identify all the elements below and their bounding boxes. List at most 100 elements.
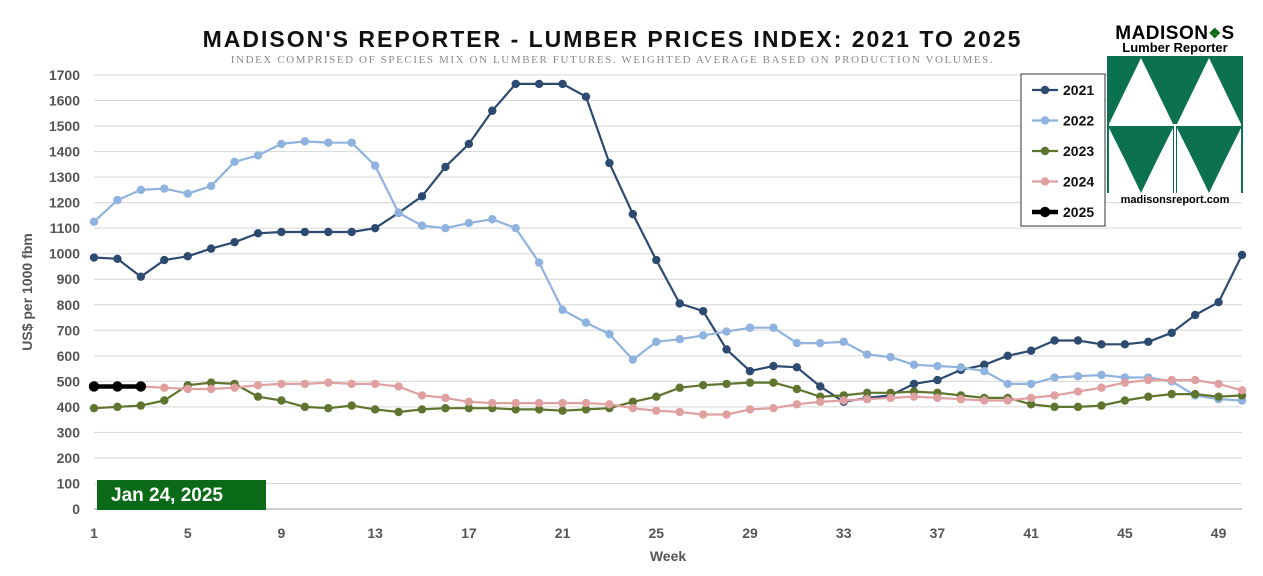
data-point-2023 (417, 405, 427, 414)
x-axis-label: Week (650, 548, 687, 564)
data-point-2023 (581, 405, 591, 414)
data-point-2023 (1190, 389, 1200, 399)
data-point-2024 (230, 383, 239, 392)
data-point-2022 (628, 355, 638, 364)
data-point-2022 (886, 352, 895, 362)
data-point-2022 (652, 337, 661, 346)
data-point-2023 (206, 378, 216, 387)
data-point-2024 (839, 396, 848, 405)
data-point-2022 (534, 258, 544, 267)
data-point-2024 (160, 383, 169, 392)
y-tick-label: 400 (57, 399, 81, 415)
data-point-2024 (206, 384, 216, 394)
data-point-2024 (605, 400, 614, 409)
data-point-2023 (1167, 389, 1176, 399)
data-point-2024 (792, 400, 802, 409)
data-point-2021 (1026, 346, 1036, 355)
data-point-2023 (464, 403, 474, 413)
logo-name-part1: MADISON (1115, 23, 1209, 44)
data-point-2021 (1097, 340, 1106, 349)
data-point-2023 (652, 392, 661, 401)
data-point-2021 (1073, 336, 1083, 345)
data-point-2021 (464, 139, 474, 149)
data-point-2023 (769, 378, 778, 387)
data-point-2024 (1237, 386, 1247, 395)
data-point-2023 (277, 396, 286, 405)
data-point-2022 (464, 218, 474, 228)
data-point-2024 (1073, 387, 1083, 396)
data-point-2024 (628, 403, 638, 413)
x-tick-label: 33 (836, 525, 852, 541)
data-point-2024 (1097, 383, 1106, 392)
data-point-2022 (698, 331, 708, 340)
data-point-2024 (745, 405, 755, 414)
data-point-2021 (605, 158, 614, 168)
data-point-2021 (113, 254, 122, 264)
y-tick-label: 200 (57, 450, 81, 466)
data-point-2024 (1167, 375, 1176, 385)
logo-url: madisonsreport.com (1120, 194, 1230, 206)
data-point-2021 (675, 299, 684, 308)
y-tick-label: 700 (57, 322, 81, 338)
data-point-2024 (558, 398, 567, 408)
data-point-2022 (183, 189, 192, 198)
logo-brand-name: MADISON❖S (1106, 24, 1244, 43)
data-point-2023 (675, 383, 684, 392)
data-point-2024 (1050, 391, 1059, 400)
data-point-2024 (417, 391, 427, 400)
data-point-2024 (1120, 378, 1130, 387)
data-point-2021 (511, 79, 520, 89)
x-tick-label: 5 (184, 525, 192, 541)
data-point-2022 (347, 138, 356, 147)
data-point-2021 (1120, 340, 1130, 349)
series-2023 (89, 378, 1247, 417)
x-tick-label: 25 (648, 525, 664, 541)
y-tick-label: 100 (57, 475, 81, 491)
data-point-2022 (89, 217, 99, 226)
data-point-2024 (722, 410, 731, 419)
data-point-2022 (792, 338, 802, 348)
logo-name-part2: S (1221, 23, 1235, 44)
logo-apostrophe-leaf-icon: ❖ (1208, 25, 1222, 41)
data-point-2024 (253, 380, 263, 390)
data-point-2021 (933, 375, 942, 385)
data-point-2024 (1026, 393, 1036, 403)
data-point-2024 (909, 392, 919, 401)
data-point-2021 (1050, 336, 1059, 345)
data-point-2024 (511, 398, 520, 408)
data-point-2023 (511, 405, 520, 414)
data-point-2021 (980, 360, 989, 369)
y-tick-label: 800 (57, 297, 81, 313)
data-point-2024 (300, 379, 310, 389)
data-point-2023 (558, 406, 567, 415)
data-point-2022 (113, 195, 122, 205)
data-point-2022 (1003, 379, 1012, 389)
y-axis-label: US$ per 1000 fbm (19, 233, 35, 351)
x-tick-label: 9 (278, 525, 286, 541)
data-point-2022 (1073, 372, 1083, 381)
data-point-2021 (253, 229, 263, 238)
data-point-2022 (324, 138, 333, 147)
data-point-2022 (605, 329, 614, 339)
data-point-2023 (324, 403, 333, 413)
legend-label: 2023 (1063, 143, 1094, 159)
data-point-2022 (136, 185, 146, 195)
data-point-2021 (534, 79, 544, 89)
y-tick-label: 1000 (49, 246, 80, 262)
data-point-2023 (1026, 400, 1036, 409)
x-axis-tick-labels: 1 5 9 13 17 21 25 29 33 37 41 45 49 (90, 525, 1226, 541)
chart-subtitle: INDEX COMPRISED OF SPECIES MIX ON LUMBER… (230, 54, 995, 66)
data-point-2023 (441, 403, 450, 413)
legend-swatch-marker (1040, 177, 1050, 186)
data-point-2021 (183, 252, 192, 261)
data-point-2023 (1144, 392, 1153, 401)
data-point-2021 (628, 209, 638, 219)
data-point-2022 (839, 337, 848, 346)
data-point-2023 (628, 397, 638, 406)
data-point-2022 (909, 360, 919, 369)
series-2022 (89, 137, 1247, 405)
data-point-2024 (652, 406, 661, 415)
data-point-2023 (862, 388, 872, 398)
x-tick-label: 1 (90, 525, 98, 541)
data-point-2022 (230, 157, 239, 166)
